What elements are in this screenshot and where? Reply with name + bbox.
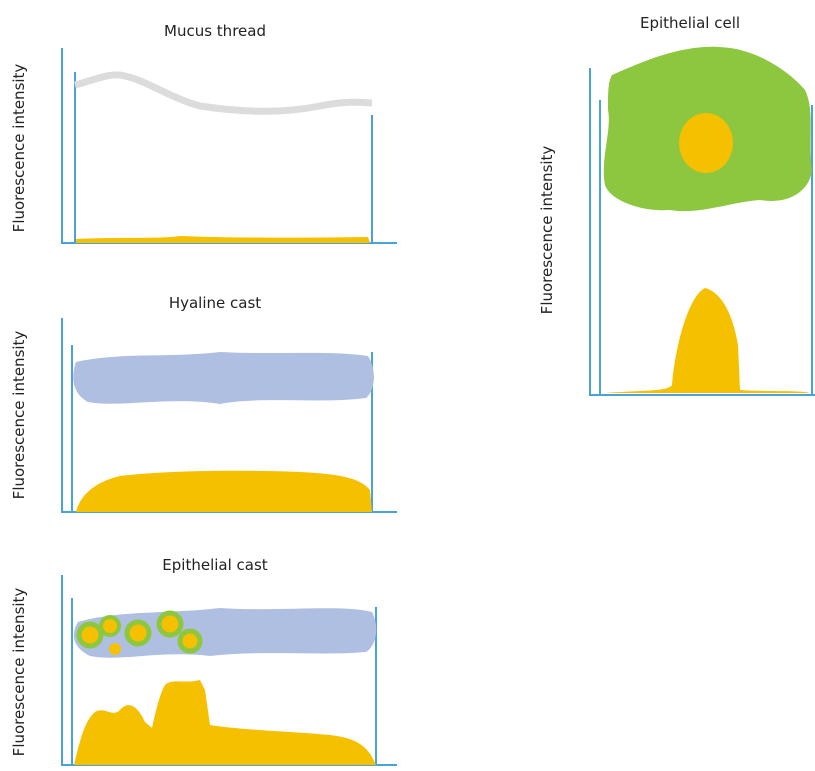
- nucleus: [679, 113, 733, 173]
- panel-hyaline-cast: Hyaline cast Fluorescence intensity: [10, 294, 397, 512]
- panel-epithelial-cast: Epithelial cast Fluorescence intensity: [10, 556, 397, 765]
- panel-title: Hyaline cast: [169, 294, 261, 312]
- mucus-thread-shape: [75, 75, 372, 111]
- intensity-profile: [74, 680, 376, 765]
- y-axis-label: Fluorescence intensity: [538, 146, 556, 315]
- hyaline-cast-shape: [73, 352, 374, 404]
- panel-epithelial-cell: Epithelial cell Fluorescence intensity: [538, 14, 815, 395]
- y-axis-label: Fluorescence intensity: [10, 588, 28, 757]
- figure: Mucus thread Fluorescence intensity Hyal…: [0, 0, 815, 771]
- intensity-profile: [76, 471, 372, 512]
- y-axis-label: Fluorescence intensity: [10, 331, 28, 500]
- y-axis-label: Fluorescence intensity: [10, 64, 28, 233]
- panel-mucus-thread: Mucus thread Fluorescence intensity: [10, 22, 397, 243]
- panel-title: Epithelial cast: [162, 556, 267, 574]
- panel-title: Epithelial cell: [640, 14, 740, 32]
- panel-title: Mucus thread: [164, 22, 266, 40]
- intensity-profile: [76, 236, 370, 243]
- intensity-profile: [605, 288, 810, 393]
